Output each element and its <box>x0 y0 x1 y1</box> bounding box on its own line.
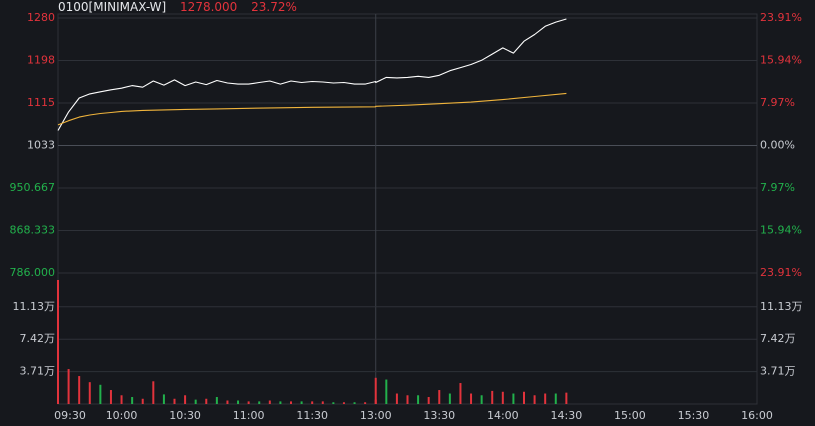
time-tick-label: 13:30 <box>423 409 455 422</box>
time-tick-label: 14:30 <box>551 409 583 422</box>
left-tick-label: 1280 <box>27 11 55 24</box>
left-price-axis: 1280 1198 1115 1033 950.667 868.333 786.000 <box>10 11 56 279</box>
left-tick-label: 1115 <box>27 96 55 109</box>
time-tick-label: 10:30 <box>169 409 201 422</box>
volume-bar <box>448 393 451 404</box>
volume-bar <box>512 393 515 404</box>
right-tick-label: 23.91% <box>760 11 802 24</box>
volume-tick-label: 3.71万 <box>20 365 56 378</box>
left-tick-label: 868.333 <box>10 224 56 237</box>
volume-bar <box>427 397 430 404</box>
volume-bar <box>162 394 165 404</box>
volume-bar <box>237 400 240 404</box>
volume-bar <box>279 401 282 404</box>
left-tick-label: 950.667 <box>10 181 56 194</box>
volume-tick-label: 7.42万 <box>20 332 56 345</box>
volume-bar <box>374 377 377 404</box>
volume-bar <box>491 390 494 404</box>
left-tick-label: 786.000 <box>10 266 56 279</box>
volume-bar <box>67 369 70 404</box>
average-line <box>57 92 567 126</box>
volume-bar <box>290 401 292 404</box>
volume-bar <box>544 393 547 404</box>
volume-bar <box>173 398 176 404</box>
volume-bar <box>300 401 303 404</box>
volume-bar <box>395 393 398 404</box>
time-tick-label: 13:00 <box>360 409 392 422</box>
right-tick-label: 15.94% <box>760 54 802 67</box>
right-tick-label: 15.94% <box>760 224 802 237</box>
volume-bar <box>311 401 314 404</box>
volume-bar <box>438 390 441 404</box>
volume-bar <box>364 402 367 404</box>
right-tick-label: 7.97% <box>760 181 795 194</box>
volume-bar <box>131 397 134 404</box>
volume-bar <box>385 379 388 404</box>
volume-bar <box>247 401 250 404</box>
volume-bar <box>205 398 208 404</box>
volume-bar <box>459 383 462 404</box>
volume-bar <box>141 398 144 404</box>
time-tick-label: 16:00 <box>741 409 773 422</box>
volume-bar <box>120 395 123 404</box>
time-tick-label: 11:30 <box>296 409 328 422</box>
right-tick-label: 7.97% <box>760 96 795 109</box>
right-percent-axis: 23.91% 15.94% 7.97% 0.00% 7.97% 15.94% 23.91% <box>760 11 802 279</box>
volume-bar <box>88 382 91 404</box>
right-tick-label: 0.00% <box>760 139 795 152</box>
volume-bar <box>152 381 155 404</box>
time-tick-label: 15:00 <box>614 409 646 422</box>
volume-bar <box>57 279 59 404</box>
change-percent: 23.72% <box>251 0 297 14</box>
volume-bar <box>501 391 504 404</box>
volume-bar <box>470 393 473 404</box>
volume-tick-label: 11.13万 <box>13 300 56 313</box>
volume-tick-label-right: 7.42万 <box>760 332 796 345</box>
time-axis: 09:30 10:00 10:30 11:00 11:30 13:00 13:30 14:00… <box>54 409 773 422</box>
volume-bar <box>565 392 568 404</box>
volume-bar <box>332 402 335 404</box>
right-tick-label: 23.91% <box>760 266 802 279</box>
volume-bar <box>78 376 81 404</box>
time-tick-label: 11:00 <box>233 409 265 422</box>
volume-tick-label-right: 11.13万 <box>760 300 803 313</box>
volume-bar <box>99 384 102 404</box>
volume-bar <box>417 395 420 404</box>
current-price: 1278.000 <box>180 0 238 14</box>
time-tick-label: 14:00 <box>487 409 519 422</box>
volume-bar <box>184 395 187 404</box>
volume-bar <box>533 395 536 404</box>
volume-bar <box>554 393 557 404</box>
volume-bar <box>226 400 229 404</box>
left-tick-label: 1198 <box>27 54 55 67</box>
volume-bar <box>215 397 218 404</box>
volume-bar <box>194 399 197 404</box>
volume-bar <box>321 401 324 404</box>
volume-bar <box>342 402 345 404</box>
volume-bar <box>353 402 356 404</box>
volume-bar <box>268 400 271 404</box>
time-tick-label: 15:30 <box>678 409 710 422</box>
volume-bars <box>57 279 568 404</box>
time-tick-label: 10:00 <box>106 409 138 422</box>
stock-symbol: 0100[MINIMAX-W] <box>58 0 167 14</box>
volume-bar <box>109 390 112 404</box>
plot-border <box>57 13 758 405</box>
volume-bar <box>258 401 261 404</box>
chart-grid <box>57 13 758 405</box>
volume-axis: 11.13万 11.13万 7.42万 7.42万 3.71万 3.71万 <box>13 300 803 378</box>
volume-tick-label-right: 3.71万 <box>760 365 796 378</box>
chart-header: 0100[MINIMAX-W] 1278.000 23.72% <box>58 0 307 14</box>
price-lines <box>57 18 567 131</box>
time-tick-label: 09:30 <box>54 409 86 422</box>
volume-bar <box>480 395 483 404</box>
left-tick-label: 1033 <box>27 139 55 152</box>
price-line <box>57 18 567 131</box>
volume-bar <box>523 391 525 404</box>
volume-bar <box>406 395 409 404</box>
